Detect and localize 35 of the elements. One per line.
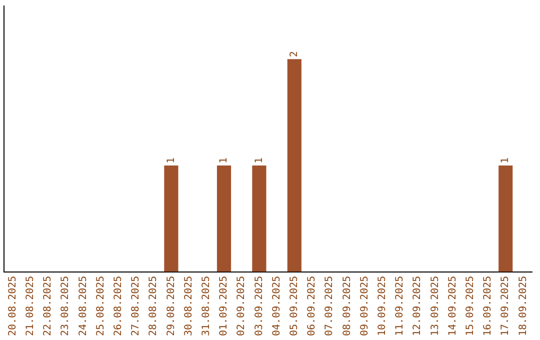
data-label: 1 bbox=[500, 157, 512, 164]
x-tick-label: 10.09.2025 bbox=[376, 276, 388, 336]
x-tick-label: 22.08.2025 bbox=[42, 276, 54, 336]
x-tick-label: 06.09.2025 bbox=[306, 276, 318, 336]
x-tick-label: 16.09.2025 bbox=[482, 276, 494, 336]
x-tick-label: 23.08.2025 bbox=[60, 276, 72, 336]
x-tick-label: 31.08.2025 bbox=[200, 276, 212, 336]
x-tick-label: 30.08.2025 bbox=[183, 276, 194, 336]
x-tick-label: 15.09.2025 bbox=[464, 276, 476, 336]
x-tick-label: 24.08.2025 bbox=[78, 276, 89, 336]
x-tick-label: 09.09.2025 bbox=[359, 276, 370, 336]
x-tick-label: 28.08.2025 bbox=[148, 276, 160, 336]
x-tick-label: 20.08.2025 bbox=[7, 276, 18, 336]
x-tick-label: 18.09.2025 bbox=[518, 276, 529, 336]
x-tick-label: 27.08.2025 bbox=[130, 276, 142, 336]
x-tick-label: 14.09.2025 bbox=[447, 276, 458, 336]
x-tick-label: 21.08.2025 bbox=[24, 276, 36, 336]
x-tick-label: 02.09.2025 bbox=[236, 276, 248, 336]
x-tick-label: 25.08.2025 bbox=[95, 276, 106, 336]
x-tick-label: 07.09.2025 bbox=[324, 276, 336, 336]
x-tick-label: 04.09.2025 bbox=[271, 276, 282, 336]
x-tick-label: 17.09.2025 bbox=[500, 276, 512, 336]
data-label: 2 bbox=[288, 51, 300, 58]
x-tick-label: 12.09.2025 bbox=[412, 276, 424, 336]
x-tick-label: 13.09.2025 bbox=[430, 276, 441, 336]
x-tick-label: 05.09.2025 bbox=[288, 276, 300, 336]
data-label: 1 bbox=[218, 157, 230, 164]
data-label: 1 bbox=[166, 157, 177, 164]
data-label: 1 bbox=[254, 157, 265, 164]
x-tick-label: 11.09.2025 bbox=[394, 276, 406, 336]
x-tick-label: 29.08.2025 bbox=[166, 276, 177, 336]
x-tick-label: 03.09.2025 bbox=[254, 276, 265, 336]
x-tick-label: 26.08.2025 bbox=[112, 276, 124, 336]
x-tick-label: 08.09.2025 bbox=[342, 276, 353, 336]
x-tick-label: 01.09.2025 bbox=[218, 276, 230, 336]
